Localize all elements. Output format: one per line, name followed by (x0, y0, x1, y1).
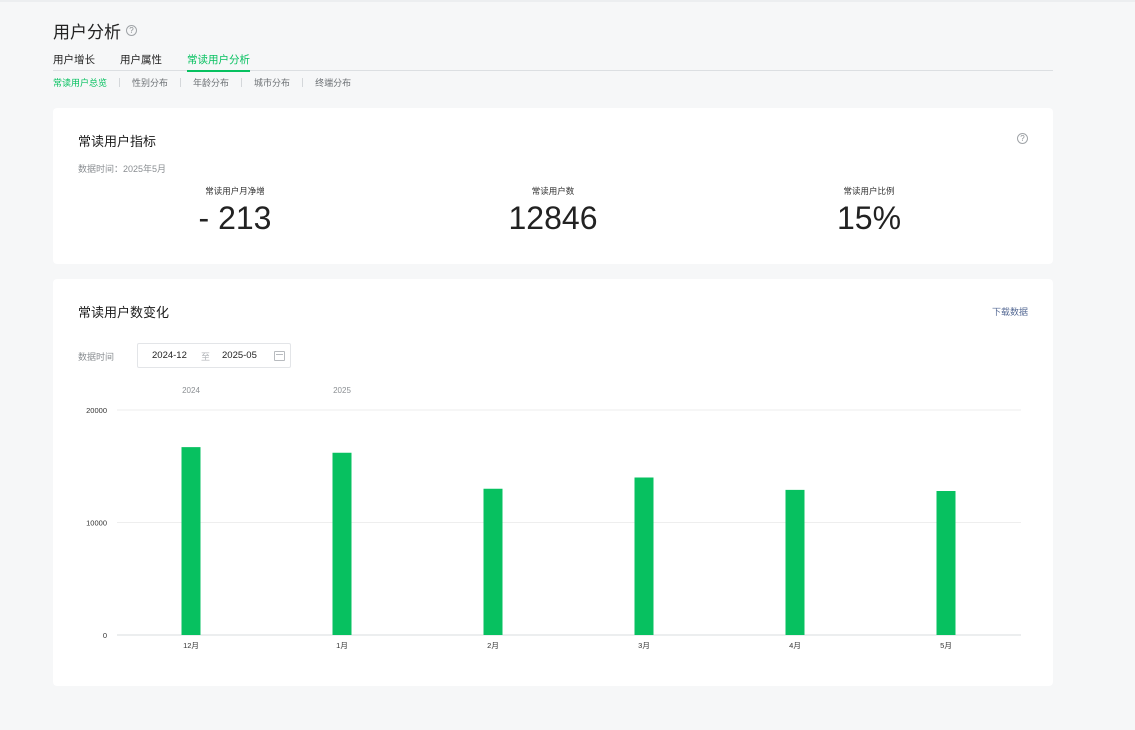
metrics-card-title: 常读用户指标 (78, 134, 157, 149)
y-tick-label: 10000 (86, 519, 107, 528)
bar-chart: 0 10000 20000 12月 1月 2月 3月 4月 5月 2024 2025 (86, 386, 1021, 650)
metric-net-growth: 常读用户月净增 - 213 (135, 185, 335, 237)
year-label: 2024 (182, 386, 200, 395)
subtab-city[interactable]: 城市分布 (254, 78, 291, 88)
bar[interactable] (483, 488, 503, 635)
bar[interactable] (181, 447, 201, 635)
help-icon[interactable]: ? (126, 25, 137, 36)
top-border (0, 0, 1135, 2)
metric-label: 常读用户月净增 (205, 186, 265, 196)
subtab-divider (180, 78, 182, 87)
x-tick-label: 1月 (336, 641, 348, 650)
sub-tabs: 常读用户总览 性别分布 年龄分布 城市分布 终端分布 (53, 76, 351, 89)
x-tick-label: 12月 (183, 641, 199, 650)
year-label: 2025 (333, 386, 351, 395)
bar[interactable] (936, 491, 956, 635)
subtab-age[interactable]: 年龄分布 (193, 78, 230, 88)
metric-value: 12846 (508, 200, 598, 236)
metrics-card: 常读用户指标 ? 数据时间：2025年5月 常读用户月净增 - 213 常读用户… (53, 108, 1053, 264)
page-title: 用户分析 ? (53, 18, 137, 43)
trend-card: 常读用户数变化 下载数据 数据时间 2024-12 至 2025-05 0 100… (53, 279, 1053, 686)
page-title-text: 用户分析 (53, 23, 121, 42)
bar[interactable] (785, 489, 805, 635)
metric-value: - 213 (198, 200, 272, 236)
metric-frequent-users: 常读用户数 12846 (453, 185, 653, 237)
subtab-device[interactable]: 终端分布 (315, 78, 352, 88)
subtab-overview[interactable]: 常读用户总览 (53, 78, 108, 88)
range-separator: 至 (201, 352, 211, 362)
x-tick-label: 4月 (789, 641, 801, 650)
download-data-link[interactable]: 下载数据 (992, 307, 1029, 317)
metric-label: 常读用户数 (531, 186, 575, 196)
main-tabs: 用户增长 用户属性 常读用户分析 (53, 50, 1053, 72)
bar[interactable] (332, 452, 352, 635)
metric-value: 15% (836, 200, 902, 236)
range-label: 数据时间 (78, 352, 115, 362)
calendar-icon (274, 351, 285, 361)
bar[interactable] (634, 477, 654, 636)
y-tick-label: 20000 (86, 406, 107, 415)
subtab-divider (302, 78, 304, 87)
metric-frequent-ratio: 常读用户比例 15% (769, 185, 969, 237)
x-tick-label: 2月 (487, 641, 499, 650)
range-start: 2024-12 (152, 350, 187, 361)
tab-user-growth[interactable]: 用户增长 (53, 54, 95, 66)
tab-frequent-readers[interactable]: 常读用户分析 (187, 50, 250, 72)
subtab-divider (119, 78, 121, 87)
range-end: 2025-05 (222, 350, 257, 361)
data-time-label: 数据时间：2025年5月 (78, 164, 167, 174)
subtab-divider (241, 78, 243, 87)
metric-label: 常读用户比例 (843, 186, 895, 196)
tab-user-attributes[interactable]: 用户属性 (120, 54, 162, 66)
help-icon[interactable]: ? (1017, 133, 1028, 144)
date-range-picker[interactable]: 2024-12 至 2025-05 (137, 343, 291, 368)
x-tick-label: 5月 (940, 641, 952, 650)
trend-card-title: 常读用户数变化 (78, 305, 170, 320)
subtab-gender[interactable]: 性别分布 (132, 78, 169, 88)
y-tick-label: 0 (103, 631, 107, 640)
x-tick-label: 3月 (638, 641, 650, 650)
